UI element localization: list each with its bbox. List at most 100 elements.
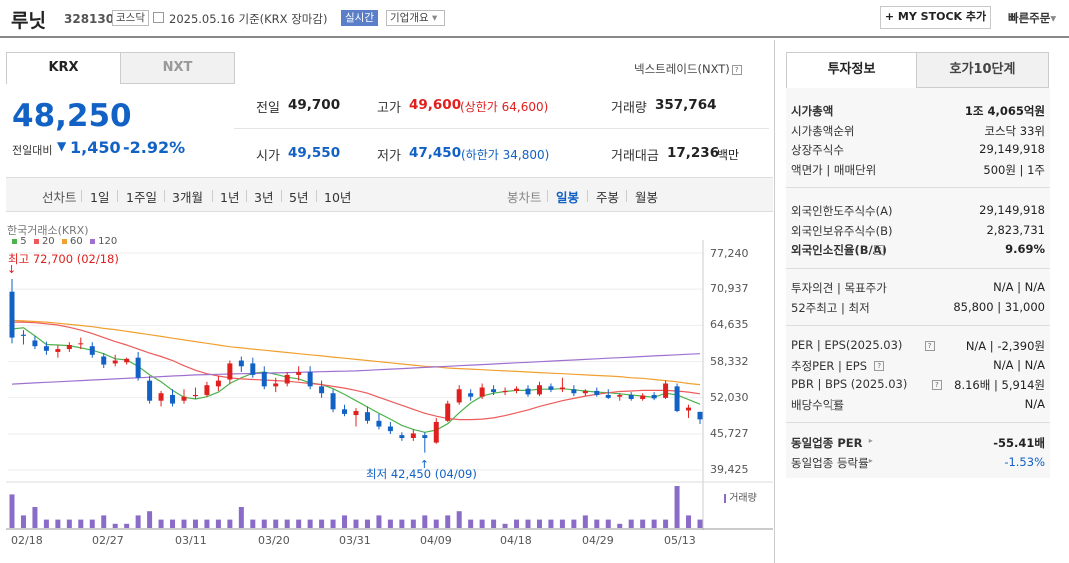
- y-tick: 64,635: [710, 318, 749, 331]
- invest-row: 액면가 | 매매단위 500원 | 1주: [791, 162, 1045, 180]
- y-tick: 52,030: [710, 391, 749, 404]
- candle-body: [628, 394, 634, 399]
- quick-order-label: 빠른주문: [1008, 11, 1051, 25]
- tab-nxt[interactable]: NXT: [120, 52, 235, 84]
- arrow-right-icon[interactable]: ▸: [849, 123, 854, 133]
- help-icon[interactable]: ?: [831, 399, 841, 410]
- volume-bar: [617, 523, 623, 528]
- volume-bar: [227, 519, 233, 528]
- open-label: 시가: [256, 149, 280, 164]
- invest-row-value: -55.41배: [993, 436, 1045, 450]
- candle-chart-label[interactable]: 봉차트: [507, 190, 542, 205]
- invest-row-label: PBR | BPS (2025.03): [791, 377, 908, 391]
- period-10y[interactable]: 10년: [324, 190, 352, 205]
- period-3m[interactable]: 3개월: [172, 190, 203, 205]
- volume-bar: [422, 515, 428, 528]
- volume-bar: [43, 519, 49, 528]
- prev-close-value: 49,700: [288, 97, 341, 113]
- candle-daily[interactable]: 일봉: [556, 190, 580, 205]
- high-label: 고가: [377, 101, 401, 116]
- low-arrow-icon: ↑: [420, 458, 429, 471]
- volume-bar: [491, 519, 497, 528]
- candle-body: [250, 363, 256, 375]
- candle-body: [9, 291, 15, 338]
- volume-bar: [514, 519, 520, 528]
- ma-legend: 5 20 60 120: [12, 236, 117, 247]
- help-icon[interactable]: ?: [924, 341, 935, 351]
- invest-row-value: 코스닥 33위: [984, 123, 1045, 138]
- volume-bar: [686, 515, 692, 528]
- volume-bar: [582, 515, 588, 528]
- period-1y[interactable]: 1년: [220, 190, 240, 205]
- invest-divider: [786, 422, 1050, 423]
- nxt-link[interactable]: 넥스트레이드(NXT)?: [634, 61, 742, 77]
- candle-body: [594, 390, 600, 395]
- ma120-swatch: [89, 239, 95, 244]
- panel-divider: [774, 40, 775, 563]
- volume-bar: [674, 486, 680, 528]
- candle-weekly[interactable]: 주봉: [596, 190, 620, 205]
- x-tick: 04/09: [420, 534, 452, 547]
- stock-code: 328130: [64, 12, 115, 26]
- candle-body: [66, 345, 72, 350]
- ma-line-60: [11, 319, 701, 386]
- invest-row: 동일업종 등락률 ▸ -1.53%: [791, 455, 1045, 473]
- arrow-right-icon[interactable]: ▸: [868, 436, 873, 445]
- company-info-dropdown[interactable]: 기업개요 ▾: [386, 10, 445, 26]
- price-chart[interactable]: ↓↑: [0, 240, 775, 560]
- invest-row-label: 52주최고 | 최저: [791, 300, 870, 315]
- invest-row-label: 외국인소진율(B/A): [791, 243, 887, 257]
- volume-bar: [640, 519, 646, 528]
- candle-body: [192, 394, 198, 397]
- candle-body: [387, 426, 393, 432]
- realtime-badge[interactable]: 실시간: [341, 10, 378, 26]
- volume-bar: [445, 515, 451, 528]
- nxt-link-label: 넥스트레이드(NXT): [634, 62, 730, 76]
- volume-bar: [55, 519, 61, 528]
- candle-body: [32, 340, 38, 347]
- quick-order-button[interactable]: 빠른주문▾: [1008, 10, 1056, 26]
- candle-body: [20, 334, 26, 336]
- add-my-stock-button[interactable]: + MY STOCK 추가: [880, 6, 991, 29]
- candle-body: [342, 409, 348, 414]
- tab-krx[interactable]: KRX: [6, 52, 121, 84]
- candle-body: [479, 387, 485, 397]
- invest-row-value: 29,149,918: [979, 142, 1045, 156]
- period-3y[interactable]: 3년: [254, 190, 274, 205]
- period-1w[interactable]: 1주일: [126, 190, 157, 205]
- x-tick: 03/11: [175, 534, 207, 547]
- volume-bar: [571, 519, 577, 528]
- help-icon[interactable]: ?: [931, 380, 942, 390]
- stock-name: 루닛: [11, 10, 46, 32]
- y-tick: 39,425: [710, 463, 749, 476]
- x-tick: 03/31: [339, 534, 371, 547]
- invest-divider: [786, 325, 1050, 326]
- y-tick: 45,727: [710, 427, 749, 440]
- invest-row: PBR | BPS (2025.03)? 8.16배 | 5,914원: [791, 377, 1045, 395]
- help-icon[interactable]: ?: [874, 245, 885, 255]
- candle-body: [456, 389, 462, 403]
- caret-down-icon: ▾: [1050, 11, 1057, 25]
- arrow-right-icon[interactable]: ▸: [868, 455, 873, 465]
- invest-row-label: 동일업종 등락률: [791, 455, 869, 470]
- invest-row-value: 85,800 | 31,000: [953, 299, 1045, 314]
- tab-order-book[interactable]: 호가10단계: [916, 52, 1049, 88]
- candle-body: [227, 363, 233, 380]
- period-5y[interactable]: 5년: [289, 190, 309, 205]
- invest-row-label: 외국인보유주식수(B): [791, 223, 893, 238]
- invest-row-value: N/A: [1024, 396, 1045, 411]
- ma20-label: 20: [41, 236, 55, 247]
- volume-bar: [697, 519, 703, 528]
- volume-bar: [605, 519, 611, 528]
- company-info-label: 기업개요: [390, 12, 429, 24]
- volume-bar: [181, 519, 187, 528]
- tab-invest-info[interactable]: 투자정보: [786, 52, 917, 88]
- line-chart-label[interactable]: 선차트: [42, 190, 77, 205]
- volume-bar: [273, 519, 279, 528]
- period-1d[interactable]: 1일: [90, 190, 110, 205]
- invest-row-label: 배당수익률: [791, 397, 844, 412]
- candle-body: [204, 385, 210, 395]
- help-icon[interactable]: ?: [874, 360, 885, 371]
- candle-monthly[interactable]: 월봉: [635, 190, 659, 205]
- volume-bar: [20, 515, 26, 528]
